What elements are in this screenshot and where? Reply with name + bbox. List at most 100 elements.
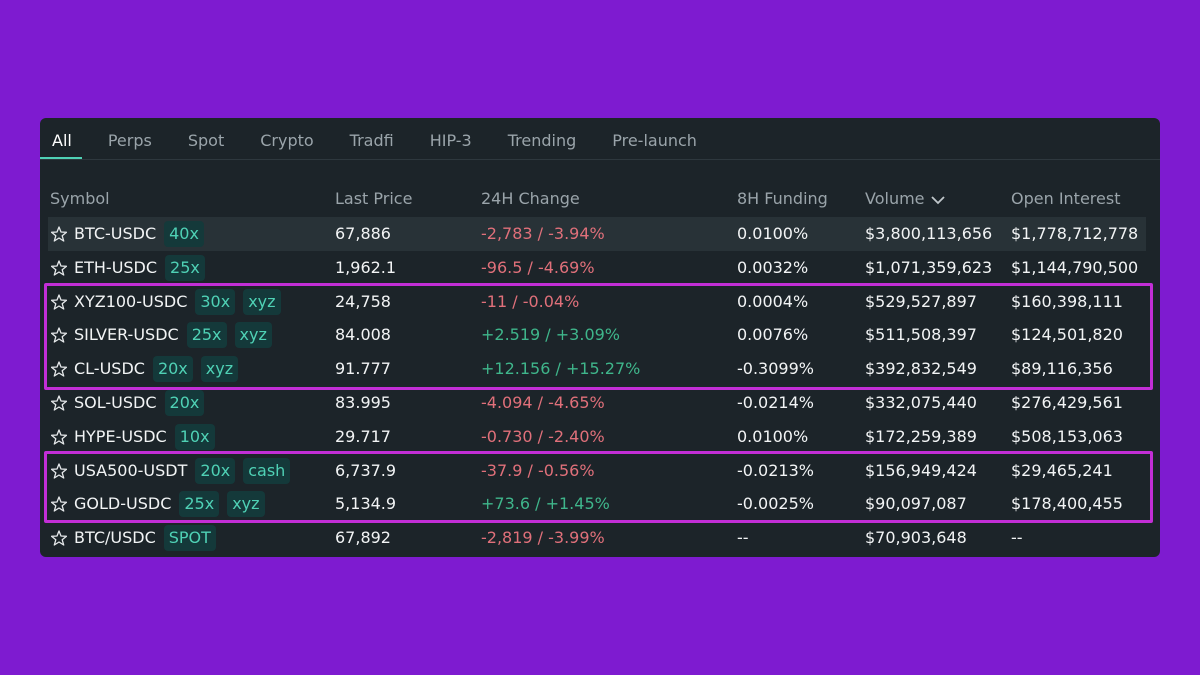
change: -2,819 / -3.99% (481, 528, 605, 548)
tab[interactable]: Perps (107, 131, 152, 150)
favorite-star[interactable] (51, 395, 67, 411)
badge: 25x (186, 322, 227, 349)
highlight-box (44, 283, 1153, 390)
favorite-star[interactable] (51, 429, 67, 445)
favorite-star[interactable] (51, 327, 67, 344)
symbol[interactable]: SILVER-USDC (74, 325, 179, 345)
first-row-highlight (48, 217, 1146, 251)
column-header[interactable]: 24H Change (481, 189, 580, 208)
volume: $70,903,648 (865, 528, 967, 548)
badge: 30x (195, 288, 236, 315)
funding: 0.0004% (737, 291, 809, 311)
volume: $332,075,440 (865, 393, 977, 412)
favorite-star[interactable] (51, 496, 67, 513)
badge: SPOT (163, 525, 216, 552)
last-price: 24,758 (335, 291, 391, 311)
tab[interactable]: Tradfi (349, 131, 394, 150)
last-price: 91.777 (335, 359, 391, 379)
badge: xyz (243, 288, 281, 315)
badge: xyz (234, 322, 272, 349)
symbol[interactable]: CL-USDC (74, 359, 145, 379)
open-interest: $89,116,356 (1011, 359, 1113, 379)
change: -0.730 / -2.40% (481, 426, 605, 446)
tab[interactable]: Pre-launch (612, 131, 697, 150)
open-interest: $1,144,790,500 (1011, 257, 1139, 277)
open-interest: $160,398,111 (1011, 291, 1123, 311)
open-interest: $29,465,241 (1011, 460, 1113, 480)
badge: 20x (195, 457, 236, 484)
favorite-star[interactable] (51, 226, 67, 242)
funding: 0.0100% (737, 426, 809, 446)
column-header[interactable]: Last Price (335, 189, 413, 208)
column-header[interactable]: 8H Funding (737, 189, 828, 208)
last-price: 83.995 (335, 393, 391, 412)
open-interest: $124,501,820 (1011, 325, 1123, 345)
volume: $3,800,113,656 (865, 224, 993, 243)
volume: $511,508,397 (865, 325, 977, 345)
tab[interactable]: HIP-3 (429, 131, 472, 150)
active-tab-underline (40, 157, 82, 159)
badge: 20x (152, 356, 193, 383)
volume: $1,071,359,623 (865, 257, 993, 277)
change: +2.519 / +3.09% (481, 325, 621, 345)
last-price: 67,892 (335, 528, 391, 548)
change: +73.6 / +1.45% (481, 494, 610, 514)
badge: cash (243, 457, 291, 484)
tab-divider (40, 159, 1160, 160)
favorite-star[interactable] (51, 462, 67, 479)
change: -11 / -0.04% (481, 291, 580, 311)
symbol[interactable]: SOL-USDC (74, 393, 157, 412)
change: -96.5 / -4.69% (481, 257, 595, 277)
symbol[interactable]: HYPE-USDC (74, 426, 167, 446)
badge: 25x (179, 491, 220, 518)
sort-chevron[interactable] (931, 195, 945, 205)
markets-panel: All Perps Spot Crypto Tradfi HIP-3 Trending Pre… (40, 118, 1160, 557)
favorite-star[interactable] (51, 260, 67, 276)
badge: xyz (227, 491, 265, 518)
last-price: 1,962.1 (335, 257, 397, 277)
last-price: 84.008 (335, 325, 391, 345)
symbol[interactable]: ETH-USDC (74, 257, 158, 277)
last-price: 6,737.9 (335, 460, 397, 480)
funding: -0.0025% (737, 494, 814, 514)
badge: 10x (174, 423, 215, 450)
favorite-star[interactable] (51, 361, 67, 377)
volume: $156,949,424 (865, 460, 977, 480)
symbol[interactable]: XYZ100-USDC (74, 291, 188, 311)
badge: 25x (165, 254, 205, 281)
column-header[interactable]: Symbol (50, 189, 110, 208)
funding: -0.3099% (737, 359, 814, 379)
open-interest: $1,778,712,778 (1011, 224, 1139, 243)
last-price: 5,134.9 (335, 494, 397, 514)
column-header[interactable]: Volume (865, 189, 925, 208)
highlight-box (44, 451, 1153, 523)
badge: 20x (164, 390, 205, 416)
tab[interactable]: Crypto (260, 131, 314, 150)
favorite-star[interactable] (51, 293, 67, 310)
symbol[interactable]: USA500-USDT (74, 460, 188, 480)
badge: xyz (200, 356, 239, 383)
symbol[interactable]: BTC/USDC (74, 528, 156, 548)
last-price: 29.717 (335, 426, 391, 446)
volume: $90,097,087 (865, 494, 967, 514)
open-interest: $276,429,561 (1011, 393, 1123, 412)
funding: -0.0213% (737, 460, 814, 480)
change: +12.156 / +15.27% (481, 359, 641, 379)
symbol[interactable]: GOLD-USDC (74, 494, 172, 514)
favorite-star[interactable] (51, 530, 67, 546)
change: -4.094 / -4.65% (481, 393, 605, 412)
funding: -- (737, 528, 749, 548)
volume: $172,259,389 (865, 426, 977, 446)
volume: $392,832,549 (865, 359, 977, 379)
tab[interactable]: All (52, 131, 72, 150)
tab[interactable]: Spot (187, 131, 225, 150)
symbol[interactable]: BTC-USDC (74, 224, 157, 243)
last-price: 67,886 (335, 224, 391, 243)
change: -2,783 / -3.94% (481, 224, 605, 243)
badge: 40x (164, 221, 204, 247)
funding: -0.0214% (737, 393, 814, 412)
volume: $529,527,897 (865, 291, 977, 311)
column-header[interactable]: Open Interest (1011, 189, 1121, 208)
tab[interactable]: Trending (507, 131, 577, 150)
open-interest: $178,400,455 (1011, 494, 1123, 514)
